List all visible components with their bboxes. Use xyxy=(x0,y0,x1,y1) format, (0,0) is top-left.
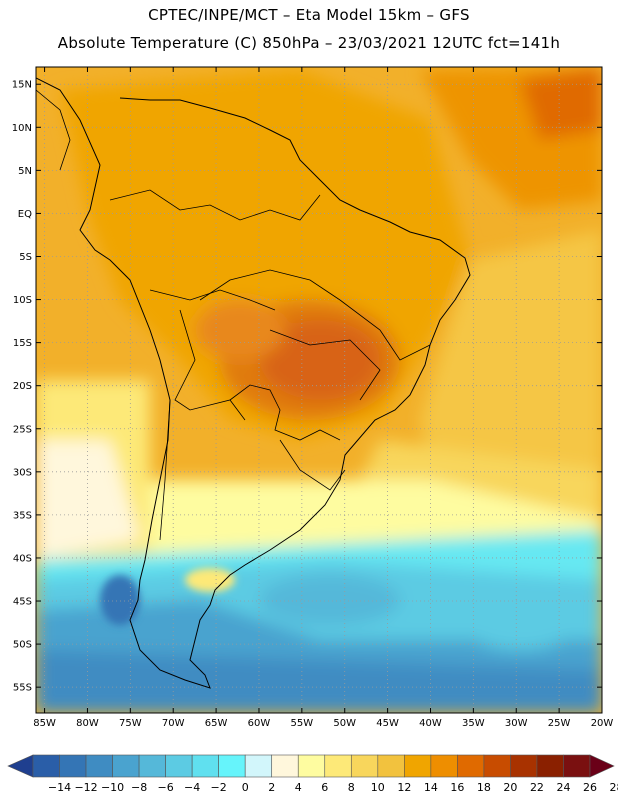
colorbar-swatch xyxy=(112,754,140,778)
colorbar-label: 6 xyxy=(321,781,328,794)
latitude-axis: 15N 10N 5N EQ 5S 10S 15S 20S 25S 30S 35S 40S 45S 50S 5… xyxy=(12,80,602,694)
colorbar-label: 22 xyxy=(530,781,544,794)
colorbar-label: 2 xyxy=(268,781,275,794)
lat-tick-label: 15N xyxy=(12,80,32,91)
colorbar-label: −14 xyxy=(48,781,71,794)
lon-tick-label: 55W xyxy=(291,718,314,729)
lon-tick-label: 40W xyxy=(419,718,442,729)
lon-tick-label: 25W xyxy=(548,718,571,729)
colorbar-swatch xyxy=(244,754,273,778)
lon-tick-label: 20W xyxy=(591,718,614,729)
lat-tick-label: 35S xyxy=(13,510,32,521)
temperature-field xyxy=(36,67,602,713)
colorbar: −14 −12 −10 −8 −6 −4 −2 0 2 4 6 8 10 12 14 16 18 20 22 24 26… xyxy=(7,754,618,794)
lon-tick-label: 60W xyxy=(248,718,271,729)
map-title: CPTEC/INPE/MCT – Eta Model 15km – GFS xyxy=(148,6,470,24)
colorbar-label: 20 xyxy=(503,781,517,794)
colorbar-swatch xyxy=(350,754,379,778)
colorbar-label: 0 xyxy=(242,781,249,794)
colorbar-swatch xyxy=(138,754,166,778)
colorbar-swatch xyxy=(271,754,299,778)
colorbar-high-arrow xyxy=(589,754,615,778)
colorbar-label: 12 xyxy=(397,781,411,794)
lat-tick-label: 55S xyxy=(13,683,32,694)
lat-tick-label: 50S xyxy=(13,640,32,651)
lat-tick-label: 5N xyxy=(18,166,32,177)
colorbar-swatch xyxy=(59,754,87,778)
colorbar-low-arrow xyxy=(7,754,34,778)
colorbar-label: 18 xyxy=(477,781,491,794)
colorbar-label: −8 xyxy=(131,781,147,794)
lat-tick-label: EQ xyxy=(18,209,32,220)
colorbar-swatch xyxy=(218,754,246,778)
lon-tick-label: 35W xyxy=(462,718,485,729)
colorbar-label: 4 xyxy=(295,781,302,794)
colorbar-label: −12 xyxy=(74,781,97,794)
lat-tick-label: 15S xyxy=(13,338,32,349)
colorbar-swatch xyxy=(377,754,405,778)
lon-tick-label: 65W xyxy=(205,718,228,729)
colorbar-swatch xyxy=(483,754,511,778)
colorbar-label: 8 xyxy=(348,781,355,794)
lat-tick-label: 20S xyxy=(13,381,32,392)
colorbar-swatch xyxy=(191,754,219,778)
colorbar-swatch xyxy=(563,754,591,778)
lon-tick-label: 85W xyxy=(33,718,56,729)
colorbar-label: −2 xyxy=(211,781,227,794)
lon-tick-label: 70W xyxy=(162,718,185,729)
colorbar-swatch xyxy=(457,754,485,778)
colorbar-label: 16 xyxy=(450,781,464,794)
colorbar-label: −6 xyxy=(158,781,174,794)
lat-tick-label: 10S xyxy=(13,295,32,306)
lon-tick-label: 80W xyxy=(76,718,99,729)
colorbar-swatch xyxy=(165,754,193,778)
colorbar-label: 24 xyxy=(556,781,570,794)
colorbar-label: 28 xyxy=(610,781,618,794)
colorbar-swatch xyxy=(430,754,458,778)
colorbar-label: −4 xyxy=(184,781,200,794)
country-borders xyxy=(109,189,431,541)
lat-tick-label: 30S xyxy=(13,467,32,478)
lat-tick-label: 40S xyxy=(13,553,32,564)
colorbar-swatch xyxy=(324,754,352,778)
lon-tick-label: 30W xyxy=(505,718,528,729)
lat-tick-label: 45S xyxy=(13,597,32,608)
plot-frame xyxy=(35,66,603,714)
lon-tick-label: 75W xyxy=(119,718,142,729)
colorbar-swatch xyxy=(297,754,326,778)
colorbar-label: 26 xyxy=(583,781,597,794)
colorbar-label: 10 xyxy=(371,781,385,794)
colorbar-swatch xyxy=(32,754,60,778)
lat-tick-label: 25S xyxy=(13,424,32,435)
longitude-axis: 85W 80W 75W 70W 65W 60W 55W 50W 45W 40W 35W 30W 25W 2… xyxy=(33,67,613,729)
colorbar-swatch xyxy=(536,754,564,778)
lat-tick-label: 5S xyxy=(19,252,32,263)
lon-tick-label: 45W xyxy=(376,718,399,729)
colorbar-swatch xyxy=(85,754,113,778)
lon-tick-label: 50W xyxy=(333,718,356,729)
colorbar-label: 14 xyxy=(424,781,438,794)
map-subtitle: Absolute Temperature (C) 850hPa – 23/03/… xyxy=(57,34,561,52)
coastline xyxy=(36,77,471,689)
colorbar-swatch xyxy=(404,754,432,778)
lat-tick-label: 10N xyxy=(12,123,32,134)
colorbar-swatch xyxy=(510,754,538,778)
colorbar-label: −10 xyxy=(101,781,124,794)
